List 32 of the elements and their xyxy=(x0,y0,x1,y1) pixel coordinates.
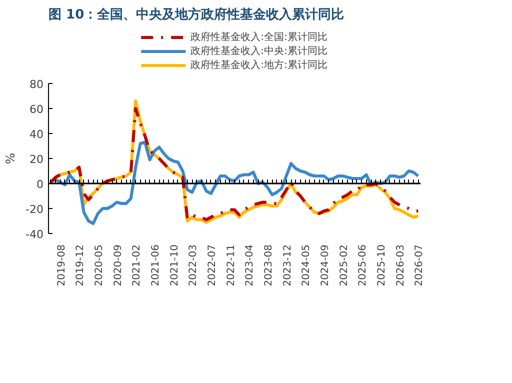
x-tick-label: 2025-06 xyxy=(358,244,369,286)
y-tick-label: 60 xyxy=(30,103,44,116)
legend-label: 政府性基金收入:中央:累计同比 xyxy=(190,44,328,58)
x-tick-label: 2023-04 xyxy=(244,244,256,286)
legend-label: 政府性基金收入:地方:累计同比 xyxy=(190,58,328,72)
x-tick-label: 2019-12 xyxy=(75,244,86,286)
x-tick-label: 2022-07 xyxy=(206,244,218,286)
x-tick-label: 2024-05 xyxy=(301,244,312,286)
y-axis-title: % xyxy=(4,152,18,164)
legend-label: 政府性基金收入:全国:累计同比 xyxy=(190,30,328,44)
x-tick-label: 2022-11 xyxy=(226,244,237,286)
chart-title: 图 10：全国、中央及地方政府性基金收入累计同比 xyxy=(48,6,344,22)
x-tick-label: 2024-09 xyxy=(320,244,331,286)
x-tick-label: 2020-09 xyxy=(112,244,124,286)
y-tick-label: 40 xyxy=(30,128,44,141)
x-tick-label: 2023-08 xyxy=(263,244,274,286)
x-tick-label: 2023-12 xyxy=(282,244,294,286)
y-tick-label: -20 xyxy=(26,203,44,216)
x-tick-label: 2022-03 xyxy=(188,244,200,286)
y-tick-label: 20 xyxy=(30,153,44,166)
x-tick-label: 2025-02 xyxy=(338,244,350,286)
x-tick-label: 2019-08 xyxy=(56,244,68,286)
x-tick-label: 2026-03 xyxy=(395,244,406,286)
y-tick-label: 80 xyxy=(30,78,44,91)
y-tick-label: -40 xyxy=(26,228,44,241)
x-tick-label: 2021-02 xyxy=(132,244,143,286)
x-tick-label: 2021-10 xyxy=(169,244,180,286)
x-tick-label: 2026-07 xyxy=(414,244,426,286)
x-tick-label: 2021-06 xyxy=(150,244,162,286)
x-tick-label: 2025-10 xyxy=(376,244,388,286)
y-tick-label: 0 xyxy=(36,178,44,191)
x-tick-label: 2020-05 xyxy=(94,244,105,286)
